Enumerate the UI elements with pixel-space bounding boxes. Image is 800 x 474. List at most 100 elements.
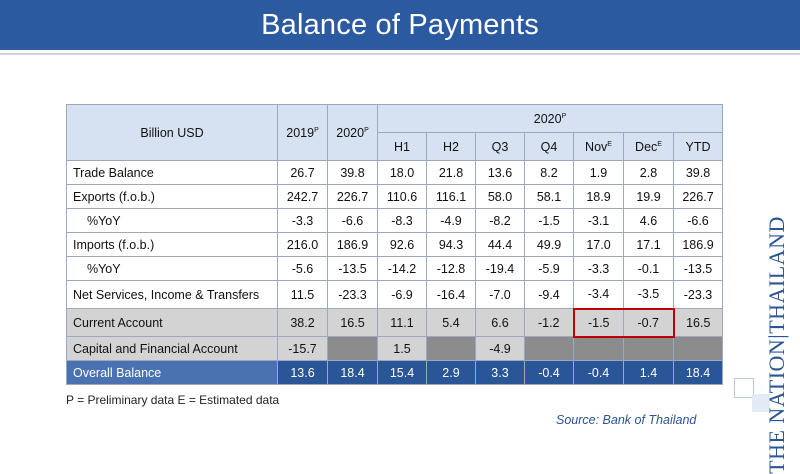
table-cell: -13.5 xyxy=(673,256,723,281)
table-row-overall-balance: Overall Balance 13.6 18.4 15.4 2.9 3.3 -… xyxy=(66,360,723,385)
row-label: %YoY xyxy=(66,256,278,281)
table-row-exports-yoy: %YoY -3.3 -6.6 -8.3 -4.9 -8.2 -1.5 -3.1 … xyxy=(66,208,723,233)
col-header-h1: H1 xyxy=(377,132,427,161)
table-cell: -6.9 xyxy=(377,280,427,309)
highlighted-cell: -0.7 xyxy=(623,307,675,338)
table-cell: -6.6 xyxy=(327,208,378,233)
title-divider-shadow xyxy=(0,53,800,55)
row-label: Capital and Financial Account xyxy=(66,336,278,361)
table-cell: 39.8 xyxy=(327,160,378,185)
table-cell: -16.4 xyxy=(426,280,476,309)
table-cell: -4.9 xyxy=(475,336,525,361)
table-cell: 11.5 xyxy=(277,280,328,309)
table-cell: -1.2 xyxy=(524,308,574,337)
table-cell: 2.8 xyxy=(623,160,674,185)
table-cell: 49.9 xyxy=(524,232,574,257)
table-cell: 242.7 xyxy=(277,184,328,209)
table-cell: -4.9 xyxy=(426,208,476,233)
table-cell: -5.9 xyxy=(524,256,574,281)
empty-cell xyxy=(426,336,476,361)
empty-cell xyxy=(327,336,378,361)
col-header-ytd: YTD xyxy=(673,132,723,161)
table-cell: 92.6 xyxy=(377,232,427,257)
table-cell: -14.2 xyxy=(377,256,427,281)
table-cell: 16.5 xyxy=(673,308,723,337)
corner-header: Billion USD xyxy=(66,104,278,161)
table-cell: -23.3 xyxy=(327,280,378,309)
balance-of-payments-table: Billion USD 2019P 2020P 2020P H1 H2 Q3 Q… xyxy=(66,104,723,385)
table-cell: -23.3 xyxy=(673,280,723,309)
group-header-2020: 2020P xyxy=(377,104,723,133)
table-cell: 186.9 xyxy=(673,232,723,257)
table-cell: 19.9 xyxy=(623,184,674,209)
col-header-q3: Q3 xyxy=(475,132,525,161)
table-row-exports: Exports (f.o.b.) 242.7 226.7 110.6 116.1… xyxy=(66,184,723,209)
row-label: Imports (f.o.b.) xyxy=(66,232,278,257)
footnote: P = Preliminary data E = Estimated data xyxy=(66,393,280,407)
col-header-h2: H2 xyxy=(426,132,476,161)
table-cell: 186.9 xyxy=(327,232,378,257)
table-cell: 15.4 xyxy=(377,360,427,385)
highlighted-cell: -1.5 xyxy=(572,307,624,338)
table-cell: -3.3 xyxy=(277,208,328,233)
nation-thailand-logo: THE NATION|THAILAND xyxy=(764,216,789,474)
table-cell: 1.5 xyxy=(377,336,427,361)
table-cell: 17.1 xyxy=(623,232,674,257)
table-cell: -19.4 xyxy=(475,256,525,281)
table-cell: 18.9 xyxy=(573,184,624,209)
table-cell: -3.3 xyxy=(573,256,624,281)
table-cell: -3.4 xyxy=(573,280,624,309)
table-row-imports-yoy: %YoY -5.6 -13.5 -14.2 -12.8 -19.4 -5.9 -… xyxy=(66,256,723,281)
decorative-square xyxy=(752,394,770,412)
page-title: Balance of Payments xyxy=(0,0,800,50)
empty-cell xyxy=(524,336,574,361)
col-header-nov: NovE xyxy=(573,132,624,161)
table-cell: -0.4 xyxy=(573,360,624,385)
table-cell: 6.6 xyxy=(475,308,525,337)
table-cell: 13.6 xyxy=(277,360,328,385)
col-header-q4: Q4 xyxy=(524,132,574,161)
table-cell: 226.7 xyxy=(673,184,723,209)
table-row-capital-financial: Capital and Financial Account -15.7 1.5 … xyxy=(66,336,723,361)
table-cell: 216.0 xyxy=(277,232,328,257)
table-cell: 39.8 xyxy=(673,160,723,185)
col-header-2019: 2019P xyxy=(277,104,328,161)
table-cell: -3.5 xyxy=(623,280,674,309)
table-cell: -13.5 xyxy=(327,256,378,281)
table-row-imports: Imports (f.o.b.) 216.0 186.9 92.6 94.3 4… xyxy=(66,232,723,257)
source-credit: Source: Bank of Thailand xyxy=(556,413,697,427)
table-cell: -5.6 xyxy=(277,256,328,281)
table-cell: 94.3 xyxy=(426,232,476,257)
table-cell: -0.4 xyxy=(524,360,574,385)
table-cell: -9.4 xyxy=(524,280,574,309)
table-cell: 110.6 xyxy=(377,184,427,209)
table-row-trade-balance: Trade Balance 26.7 39.8 18.0 21.8 13.6 8… xyxy=(66,160,723,185)
table-cell: -6.6 xyxy=(673,208,723,233)
empty-cell xyxy=(573,336,624,361)
empty-cell xyxy=(623,336,674,361)
table-cell: -8.2 xyxy=(475,208,525,233)
table-cell: 18.4 xyxy=(673,360,723,385)
table-row-net-services: Net Services, Income & Transfers 11.5 -2… xyxy=(66,280,723,309)
col-header-dec: DecE xyxy=(623,132,674,161)
table-cell: 4.6 xyxy=(623,208,674,233)
table-row-current-account: Current Account 38.2 16.5 11.1 5.4 6.6 -… xyxy=(66,307,723,338)
table-cell: -8.3 xyxy=(377,208,427,233)
row-label: Trade Balance xyxy=(66,160,278,185)
table-cell: -0.1 xyxy=(623,256,674,281)
table-cell: 58.0 xyxy=(475,184,525,209)
table-cell: -3.1 xyxy=(573,208,624,233)
table-cell: 17.0 xyxy=(573,232,624,257)
table-cell: -1.5 xyxy=(524,208,574,233)
decorative-square xyxy=(734,378,754,398)
table-cell: -7.0 xyxy=(475,280,525,309)
table-cell: 2.9 xyxy=(426,360,476,385)
table-cell: 1.4 xyxy=(623,360,674,385)
row-label: Net Services, Income & Transfers xyxy=(66,280,278,309)
table-cell: 5.4 xyxy=(426,308,476,337)
row-label: Overall Balance xyxy=(66,360,278,385)
table-cell: 8.2 xyxy=(524,160,574,185)
table-cell: 58.1 xyxy=(524,184,574,209)
table-cell: 16.5 xyxy=(327,308,378,337)
row-label: Exports (f.o.b.) xyxy=(66,184,278,209)
